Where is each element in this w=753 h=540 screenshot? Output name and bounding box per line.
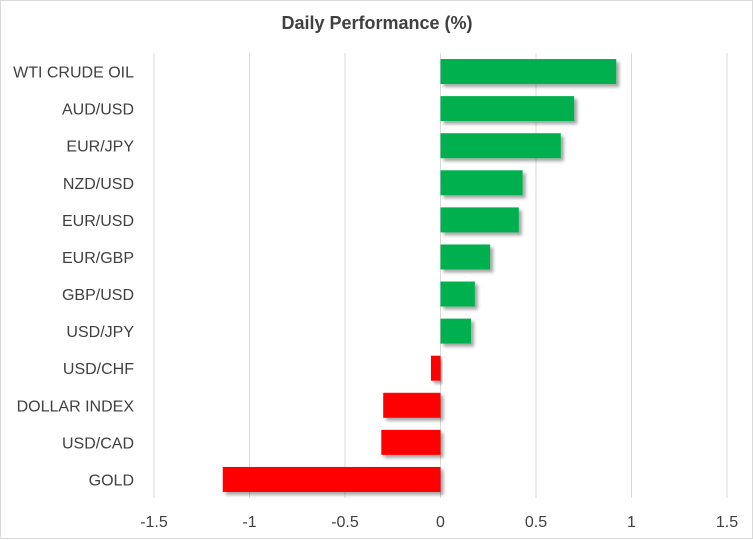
category-labels: WTI CRUDE OIL AUD/USD EUR/JPY NZD/USD EUR/US… <box>13 65 134 490</box>
category-label: WTI CRUDE OIL <box>13 65 134 82</box>
bar <box>440 281 475 307</box>
bar <box>222 466 441 492</box>
category-label: USD/CHF <box>63 361 134 378</box>
x-tick-label: -1 <box>242 514 256 531</box>
category-label: EUR/GBP <box>62 250 134 267</box>
category-label: GBP/USD <box>62 287 134 304</box>
category-label: USD/JPY <box>66 324 134 341</box>
category-label: NZD/USD <box>63 176 134 193</box>
bar <box>440 318 472 344</box>
bar <box>381 429 441 455</box>
bar <box>440 170 523 196</box>
gridlines <box>153 53 728 498</box>
category-label: USD/CAD <box>62 435 134 452</box>
chart-title: Daily Performance (%) <box>281 13 472 33</box>
bar <box>430 355 441 381</box>
x-tick-labels: -1.5 -1 -0.5 0 0.5 1 1.5 <box>140 514 738 531</box>
x-tick-label: 1 <box>627 514 636 531</box>
category-label: AUD/USD <box>62 102 134 119</box>
category-label: DOLLAR INDEX <box>17 398 135 415</box>
bar <box>383 392 441 418</box>
category-label: EUR/JPY <box>66 139 134 156</box>
bar <box>440 59 617 85</box>
bar <box>440 133 561 159</box>
category-label: EUR/USD <box>62 213 134 230</box>
category-label: GOLD <box>89 472 134 489</box>
x-tick-label: 0 <box>436 514 445 531</box>
x-tick-label: 1.5 <box>716 514 738 531</box>
x-tick-label: -0.5 <box>331 514 359 531</box>
x-tick-label: 0.5 <box>525 514 547 531</box>
bar <box>440 244 491 270</box>
bars <box>222 59 617 492</box>
x-tick-label: -1.5 <box>140 514 168 531</box>
bar <box>440 207 519 233</box>
bar <box>440 96 575 122</box>
